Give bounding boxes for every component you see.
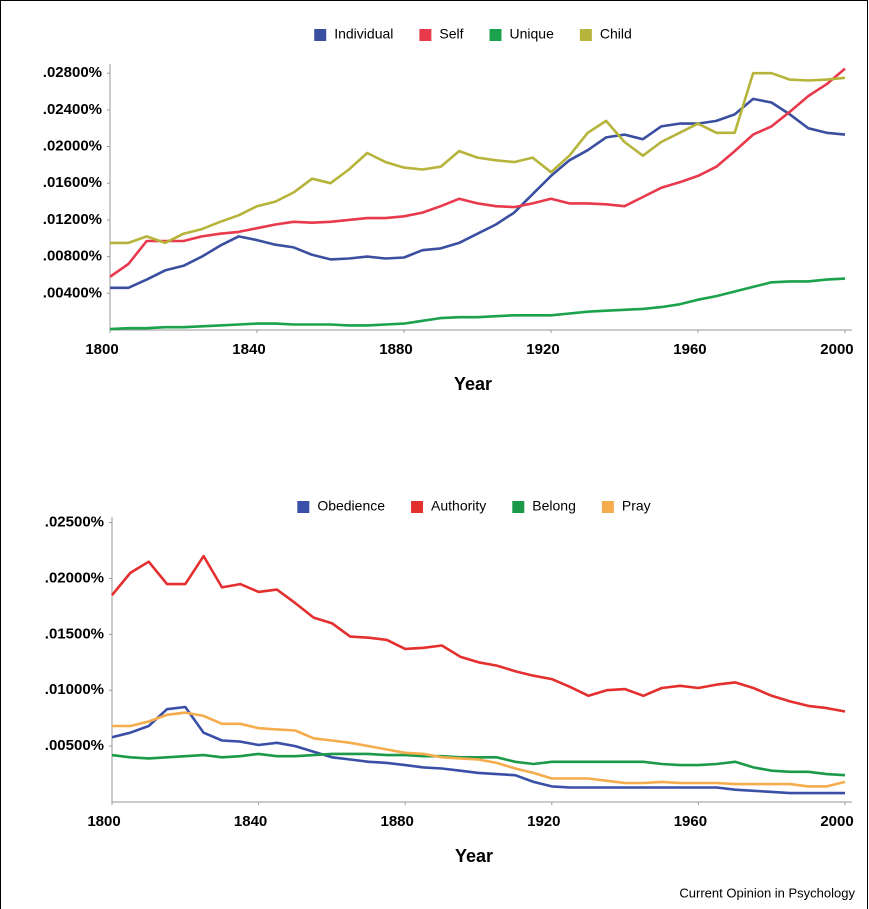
x-tick-label: 1840 — [234, 813, 267, 830]
series-line — [109, 277, 846, 331]
x-tick-label: 1960 — [674, 813, 707, 830]
x-tick-label: 1800 — [85, 341, 118, 358]
credit: Current Opinion in Psychology — [679, 885, 855, 900]
y-tick-label: .02000% — [45, 569, 104, 586]
legend-swatch — [411, 501, 424, 513]
legend-label: Unique — [510, 26, 555, 42]
legend-swatch — [489, 29, 502, 41]
legend-swatch — [601, 501, 614, 513]
series-line — [110, 97, 846, 290]
legend-label: Self — [439, 26, 463, 42]
y-tick-label: .02500% — [45, 514, 104, 531]
x-tick-label: 1920 — [527, 813, 560, 830]
legend-label: Individual — [334, 26, 393, 42]
x-tick-label: 1960 — [673, 341, 706, 358]
x-axis-title: Year — [455, 846, 493, 866]
series-line — [112, 711, 846, 788]
y-tick-label: .01600% — [43, 174, 102, 191]
x-tick-label: 1880 — [379, 341, 412, 358]
x-tick-label: 1800 — [87, 813, 120, 830]
x-axis-title: Year — [454, 374, 492, 394]
x-tick-label: 2000 — [820, 341, 853, 358]
series-line — [109, 67, 846, 278]
series-line — [111, 752, 846, 777]
series-line — [110, 71, 846, 245]
y-tick-label: .01500% — [45, 625, 104, 642]
y-tick-label: .00400% — [43, 284, 102, 301]
series-line — [111, 705, 845, 795]
legend-swatch — [419, 29, 432, 41]
y-tick-label: .02400% — [43, 101, 102, 118]
y-tick-label: .02000% — [43, 138, 102, 155]
legend-swatch — [579, 29, 592, 41]
series-line — [110, 554, 846, 713]
legend-label: Belong — [532, 498, 576, 514]
x-tick-label: 2000 — [820, 813, 853, 830]
legend-label: Child — [600, 26, 632, 42]
legend-label: Obedience — [317, 498, 385, 514]
x-tick-label: 1880 — [381, 813, 414, 830]
legend-swatch — [512, 501, 525, 513]
y-tick-label: .00500% — [45, 737, 104, 754]
y-tick-label: .01200% — [43, 211, 102, 228]
y-tick-label: .01000% — [45, 681, 104, 698]
y-tick-label: .02800% — [43, 64, 102, 81]
legend-swatch — [314, 29, 327, 41]
x-tick-label: 1840 — [232, 341, 265, 358]
x-tick-label: 1920 — [526, 341, 559, 358]
y-tick-label: .00800% — [43, 248, 102, 265]
legend-label: Authority — [431, 498, 486, 514]
legend-label: Pray — [622, 498, 651, 514]
legend-swatch — [297, 501, 310, 513]
